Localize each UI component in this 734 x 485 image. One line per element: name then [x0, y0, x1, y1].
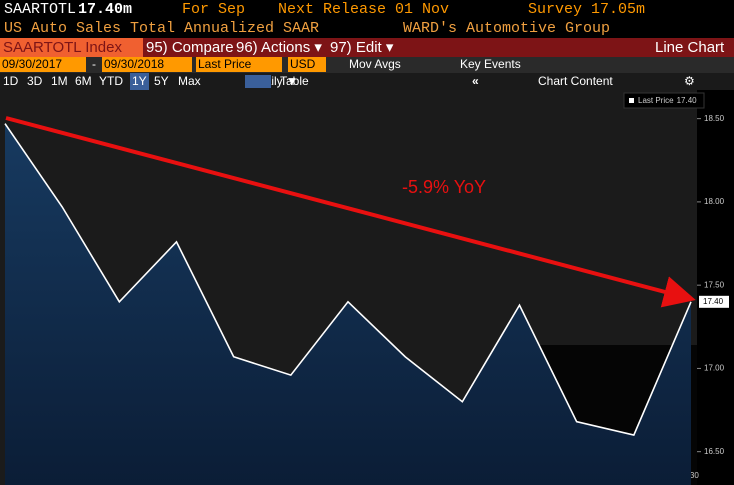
last-price-label: 17.40 — [703, 297, 724, 306]
period-button[interactable]: 3D — [27, 74, 43, 88]
survey: Survey 17.05m — [528, 1, 646, 18]
y-tick-label: 16.50 — [704, 447, 725, 456]
toolbar: Daily ▼ Table « Chart Content ⚙ 1D 3D 1M 6M… — [0, 73, 734, 90]
period-button[interactable]: 1Y — [130, 73, 149, 90]
period-button[interactable]: 1D — [3, 74, 19, 88]
y-tick-label: 18.00 — [704, 197, 725, 206]
period-button[interactable]: 6M — [75, 74, 92, 88]
mov-avgs[interactable]: Mov Avgs — [349, 57, 401, 71]
settings-gear[interactable]: ⚙ — [684, 74, 695, 88]
period: For Sep — [182, 1, 246, 18]
menu-bar: SAARTOTL Index 95) Compare 96) Actions ▾… — [0, 38, 734, 57]
period-button[interactable]: YTD — [99, 74, 123, 88]
price: 17.40m — [78, 1, 133, 18]
axis-background — [697, 90, 734, 485]
legend-label: Last Price — [638, 96, 674, 105]
start-date[interactable]: 09/30/2017 — [0, 57, 86, 72]
last-price-tag — [699, 295, 729, 308]
actions-button[interactable]: 96) Actions ▾ — [236, 39, 322, 56]
trend-arrow — [5, 116, 696, 308]
settings-bar: 09/30/2017 - 09/30/2018 Last Price USD M… — [0, 57, 734, 73]
period-button[interactable]: Max — [178, 74, 201, 88]
date-dash: - — [92, 57, 96, 71]
y-tick-label: 17.00 — [704, 364, 725, 373]
period-button[interactable]: 1M — [51, 74, 68, 88]
annotation: -5.9% YoY — [402, 177, 486, 197]
collapse-button[interactable]: « — [472, 74, 479, 88]
table-button[interactable]: Table — [280, 74, 309, 88]
description: US Auto Sales Total Annualized SAAR — [4, 20, 320, 37]
edit-button[interactable]: 97) Edit ▾ — [330, 39, 394, 56]
compare-button[interactable]: 95) Compare — [146, 39, 234, 56]
x-tick-label: 9/30 — [683, 471, 699, 480]
header-row: SAARTOTL 17.40m For Sep Next Release 01 … — [0, 0, 734, 20]
line — [4, 123, 692, 436]
source: WARD's Automotive Group — [403, 20, 611, 37]
y-tick-label: 18.50 — [704, 114, 725, 123]
chart: 16.5017.0017.5018.0018.5010/3111/3012/31… — [0, 90, 734, 485]
legend-value: 17.40 — [677, 96, 698, 105]
next-release: Next Release 01 Nov — [278, 1, 450, 18]
currency-select[interactable]: USD — [288, 57, 326, 72]
y-tick-label: 17.50 — [704, 280, 725, 289]
header-row: US Auto Sales Total Annualized SAAR WARD… — [0, 19, 734, 38]
chart-content[interactable]: Chart Content — [538, 74, 613, 88]
period-button[interactable]: 5Y — [154, 74, 169, 88]
key-events[interactable]: Key Events — [460, 57, 521, 71]
field-select[interactable]: Last Price — [196, 57, 282, 72]
area — [5, 123, 691, 485]
end-date[interactable]: 09/30/2018 — [102, 57, 192, 72]
security-field[interactable]: SAARTOTL Index — [0, 38, 143, 57]
view-label[interactable]: Line Chart — [655, 39, 725, 56]
legend-box — [623, 92, 705, 109]
legend-swatch — [629, 98, 634, 103]
chart-icon[interactable] — [245, 75, 271, 88]
ticker: SAARTOTL — [4, 1, 77, 18]
